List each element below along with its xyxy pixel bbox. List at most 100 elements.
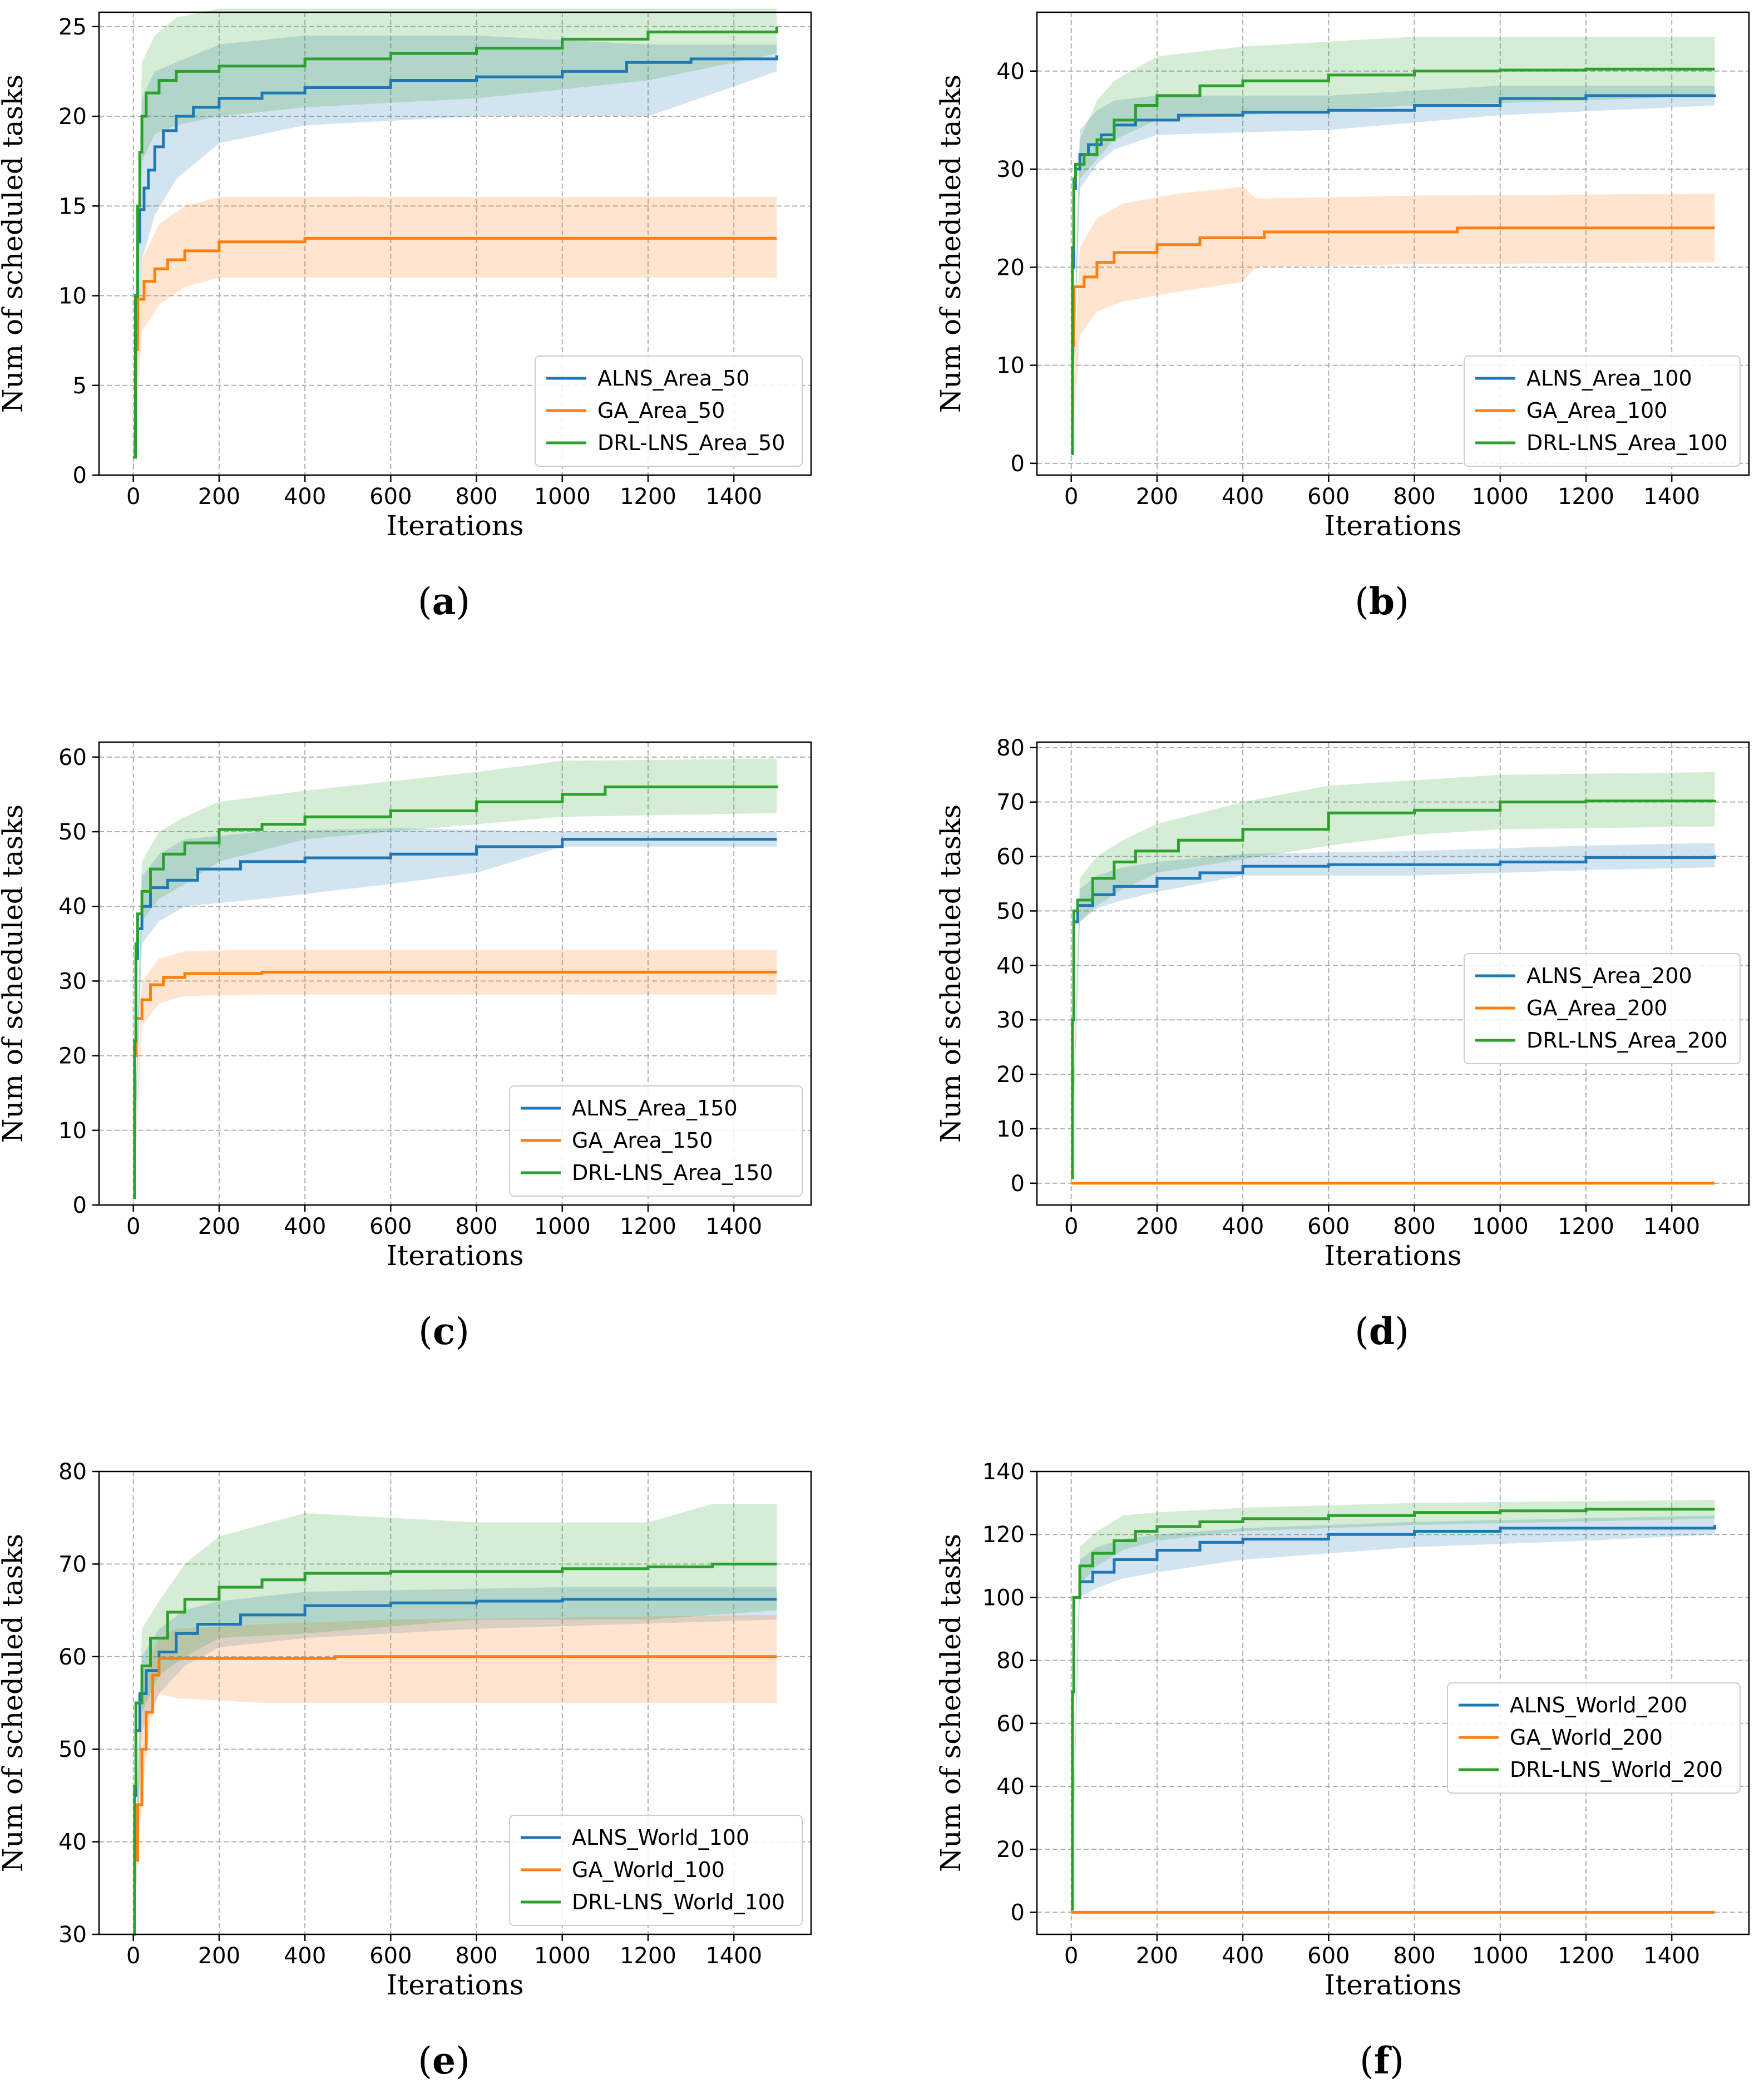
y-tick-label: 60 bbox=[996, 845, 1025, 870]
x-tick-label: 400 bbox=[284, 484, 326, 510]
series-line-drl bbox=[1071, 67, 1715, 455]
y-tick-label: 50 bbox=[58, 1737, 87, 1762]
caption-close: ) bbox=[1390, 2039, 1404, 2082]
x-tick-label: 200 bbox=[198, 484, 240, 510]
x-tick-label: 0 bbox=[126, 484, 140, 510]
y-tick-label: 40 bbox=[996, 59, 1025, 85]
legend-entry: GA_Area_150 bbox=[572, 1128, 713, 1153]
legend-entry: GA_World_100 bbox=[572, 1858, 725, 1882]
caption-open: ( bbox=[418, 2039, 432, 2082]
plot-frame bbox=[98, 741, 812, 1206]
confidence-band-alns bbox=[1071, 843, 1715, 1183]
y-tick-label: 60 bbox=[58, 1644, 87, 1670]
y-tick-label: 0 bbox=[73, 1193, 87, 1218]
legend-entry: GA_Area_50 bbox=[597, 398, 725, 423]
panel-e: 0 200 400 600 800 1000 1200 1400 30 40 50 60 70 80 Ite… bbox=[0, 1459, 812, 2082]
plot-frame bbox=[98, 11, 812, 476]
panel-caption: (f) bbox=[1360, 2039, 1404, 2082]
y-axis-label: Num of scheduled tasks bbox=[0, 75, 29, 413]
y-tick-label: 40 bbox=[58, 1830, 87, 1855]
series-line-drl bbox=[133, 785, 778, 1199]
y-tick-label: 50 bbox=[58, 819, 87, 845]
legend-entry: GA_Area_200 bbox=[1526, 996, 1667, 1020]
y-tick-label: 10 bbox=[996, 353, 1025, 379]
confidence-band-ga bbox=[133, 950, 777, 1205]
y-tick-label: 5 bbox=[73, 373, 87, 399]
x-tick-label: 1000 bbox=[534, 1214, 591, 1239]
x-tick-label: 1200 bbox=[1558, 484, 1614, 510]
x-tick-label: 800 bbox=[1393, 484, 1435, 510]
x-tick-label: 0 bbox=[1064, 1214, 1078, 1239]
y-tick-label: 120 bbox=[982, 1522, 1025, 1548]
legend-entry: ALNS_World_200 bbox=[1510, 1693, 1687, 1717]
series-line-ga bbox=[133, 1655, 777, 1936]
caption-close: ) bbox=[456, 2039, 470, 2082]
x-tick-label: 400 bbox=[284, 1943, 326, 1969]
confidence-band-drl bbox=[133, 8, 777, 475]
panel-caption: (b) bbox=[1355, 580, 1409, 623]
x-tick-label: 1400 bbox=[1643, 1943, 1700, 1969]
x-tick-label: 400 bbox=[1222, 1214, 1264, 1239]
confidence-band-alns bbox=[133, 1587, 777, 1934]
y-tick-label: 80 bbox=[996, 735, 1025, 761]
y-tick-label: 80 bbox=[996, 1648, 1025, 1674]
y-tick-label: 60 bbox=[58, 745, 87, 771]
confidence-band-drl bbox=[1071, 772, 1715, 1183]
y-axis-label: Num of scheduled tasks bbox=[935, 1534, 967, 1872]
panel-caption: (d) bbox=[1355, 1310, 1409, 1353]
x-tick-label: 200 bbox=[198, 1214, 240, 1239]
legend-entry: DRL-LNS_Area_150 bbox=[572, 1160, 773, 1185]
caption-close: ) bbox=[455, 1310, 470, 1353]
series-line-drl bbox=[1071, 799, 1716, 1179]
x-tick-label: 1400 bbox=[705, 1943, 762, 1969]
confidence-band-ga bbox=[133, 1614, 777, 1934]
series-line-ga bbox=[133, 236, 777, 459]
legend-entry: DRL-LNS_Area_200 bbox=[1526, 1028, 1728, 1053]
y-tick-label: 0 bbox=[1011, 1900, 1025, 1925]
caption-open: ( bbox=[1355, 1310, 1369, 1353]
panel-caption: (a) bbox=[418, 580, 470, 623]
caption-letter: e bbox=[432, 2039, 456, 2082]
y-tick-label: 20 bbox=[996, 1062, 1025, 1088]
x-tick-label: 200 bbox=[1136, 1214, 1178, 1239]
x-tick-label: 0 bbox=[1064, 1943, 1078, 1969]
x-tick-label: 1400 bbox=[705, 484, 762, 510]
x-tick-label: 1000 bbox=[534, 484, 591, 510]
y-tick-label: 20 bbox=[996, 1837, 1025, 1863]
legend-box bbox=[1447, 1682, 1741, 1794]
y-tick-label: 15 bbox=[58, 194, 87, 219]
panel-caption: (e) bbox=[418, 2039, 470, 2082]
legend-box bbox=[1464, 355, 1741, 467]
x-axis-label: Iterations bbox=[386, 510, 523, 542]
x-tick-label: 600 bbox=[1307, 1943, 1350, 1969]
y-tick-label: 70 bbox=[58, 1552, 87, 1577]
x-tick-label: 1400 bbox=[1643, 484, 1700, 510]
series-line-alns bbox=[1071, 94, 1716, 455]
caption-letter: b bbox=[1369, 580, 1395, 623]
x-axis-label: Iterations bbox=[386, 1969, 523, 2001]
x-tick-label: 1400 bbox=[705, 1214, 762, 1239]
x-tick-label: 800 bbox=[1393, 1214, 1435, 1239]
plot-frame bbox=[1036, 741, 1750, 1206]
x-tick-label: 600 bbox=[369, 484, 412, 510]
y-tick-label: 0 bbox=[1011, 451, 1025, 477]
x-tick-label: 1200 bbox=[620, 484, 676, 510]
caption-open: ( bbox=[418, 580, 432, 623]
plot-frame bbox=[1036, 1470, 1750, 1935]
x-tick-label: 600 bbox=[1307, 484, 1350, 510]
x-tick-label: 1200 bbox=[620, 1943, 676, 1969]
y-tick-label: 70 bbox=[996, 790, 1025, 816]
legend-entry: DRL-LNS_Area_100 bbox=[1526, 431, 1728, 455]
panel-a: 0 200 400 600 800 1000 1200 1400 0 5 10 15 20 25 Itera… bbox=[0, 8, 812, 623]
x-tick-label: 200 bbox=[198, 1943, 240, 1969]
y-tick-label: 100 bbox=[982, 1585, 1025, 1611]
legend-entry: ALNS_Area_50 bbox=[597, 366, 750, 391]
series-line-drl bbox=[133, 1562, 777, 1936]
y-tick-label: 10 bbox=[996, 1117, 1025, 1142]
legend: ALNS_World_200 GA_World_200 DRL-LNS_World_… bbox=[1447, 1682, 1741, 1794]
y-tick-label: 20 bbox=[58, 104, 87, 130]
panel-c: 0 200 400 600 800 1000 1200 1400 0 10 20 30 40 50 60 It… bbox=[0, 741, 812, 1353]
y-tick-label: 80 bbox=[58, 1459, 87, 1485]
x-tick-label: 200 bbox=[1136, 1943, 1178, 1969]
